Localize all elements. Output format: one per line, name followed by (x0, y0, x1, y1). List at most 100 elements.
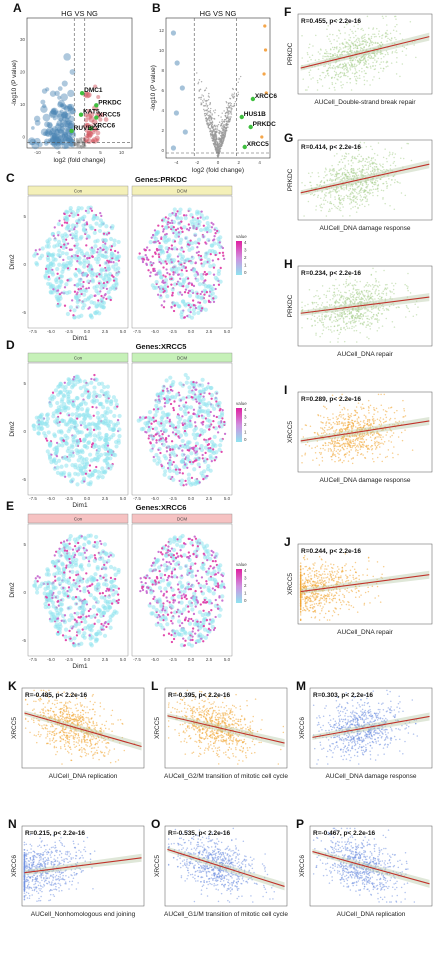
cell-point (212, 569, 217, 574)
cell-point (153, 413, 158, 418)
data-point (338, 50, 340, 53)
ns-point (200, 98, 202, 100)
cell-point (75, 482, 80, 487)
cell-point (164, 544, 167, 547)
cell-point (161, 553, 164, 556)
down-point (49, 110, 57, 117)
data-point (352, 32, 354, 34)
data-point (341, 42, 344, 44)
data-point (337, 73, 340, 76)
data-point (334, 82, 337, 85)
data-point (379, 169, 382, 172)
cell-point (206, 413, 211, 418)
ns-point (204, 115, 206, 117)
cell-point (88, 469, 92, 472)
x-tick-label: 2.5 (102, 329, 109, 334)
data-point (325, 74, 327, 77)
ns-point (209, 102, 211, 104)
cell-point (196, 620, 199, 623)
cell-point (159, 249, 164, 254)
ns-point (230, 109, 232, 111)
cell-point (61, 245, 66, 251)
cell-point (57, 590, 62, 595)
cell-point (79, 289, 84, 294)
cell-point (62, 540, 66, 543)
cell-point (184, 266, 188, 269)
data-point (357, 77, 359, 79)
cell-point (82, 264, 87, 269)
x-tick-label: -2.5 (65, 329, 73, 334)
cell-point (217, 283, 221, 286)
cell-point (69, 479, 74, 484)
cell-point (197, 632, 203, 637)
data-point (329, 64, 331, 67)
down-point (27, 137, 36, 146)
cell-point (181, 472, 184, 475)
ns-point (207, 118, 209, 120)
cell-point (178, 471, 181, 474)
cell-point (68, 557, 71, 561)
cell-point (216, 268, 222, 274)
cell-point (203, 260, 208, 265)
cell-point (163, 300, 166, 303)
ns-point (217, 144, 220, 146)
cell-point (70, 412, 75, 417)
cell-point (171, 475, 174, 479)
cell-point (93, 572, 98, 577)
cell-point (194, 562, 197, 565)
cell-point (139, 427, 144, 432)
cell-point (71, 548, 75, 551)
facet-dcm: DCM-7.5 -5.0 -2.5 0.0 2.5 5.0 (131, 352, 233, 501)
cell-point (63, 433, 68, 439)
data-point (395, 30, 398, 32)
cell-point (165, 262, 168, 265)
y-tick-label: 20 (20, 69, 26, 74)
cell-point (170, 261, 173, 264)
cell-point (79, 206, 84, 211)
ns-point (221, 122, 224, 124)
ns-point (199, 88, 202, 91)
cell-point (56, 303, 62, 308)
x-tick-label: -2.5 (169, 496, 177, 501)
cell-point (63, 221, 67, 224)
x-axis-label: Dim1 (72, 663, 88, 670)
ns-point (202, 101, 204, 104)
down-point (45, 87, 50, 92)
cell-point (192, 591, 197, 596)
cell-point (175, 576, 179, 579)
cell-point (108, 564, 114, 570)
cell-point (215, 456, 218, 459)
cell-point (204, 241, 207, 244)
data-point (352, 47, 355, 50)
cell-point (75, 438, 81, 444)
cell-point (215, 400, 218, 403)
down-point (61, 134, 66, 139)
cell-point (159, 294, 162, 297)
cell-point (172, 408, 176, 412)
cell-point (180, 254, 186, 259)
data-point (340, 75, 342, 78)
data-point (345, 64, 347, 67)
cell-point (172, 395, 178, 400)
cell-point (207, 567, 211, 570)
cell-point (71, 234, 77, 240)
cell-point (155, 439, 158, 442)
down-point (40, 99, 46, 105)
cell-point (66, 396, 71, 401)
data-point (359, 77, 361, 79)
cell-point (166, 582, 171, 587)
cell-point (81, 556, 87, 561)
cell-point (76, 588, 79, 591)
data-point (308, 46, 310, 49)
cell-point (57, 407, 62, 413)
data-point (395, 49, 397, 51)
cell-point (109, 226, 115, 231)
cell-point (83, 600, 89, 605)
cell-point (184, 288, 188, 291)
cell-point (157, 448, 160, 451)
cell-point (212, 266, 216, 269)
data-point (364, 38, 366, 41)
cell-point (190, 476, 194, 480)
cell-point (222, 257, 226, 261)
